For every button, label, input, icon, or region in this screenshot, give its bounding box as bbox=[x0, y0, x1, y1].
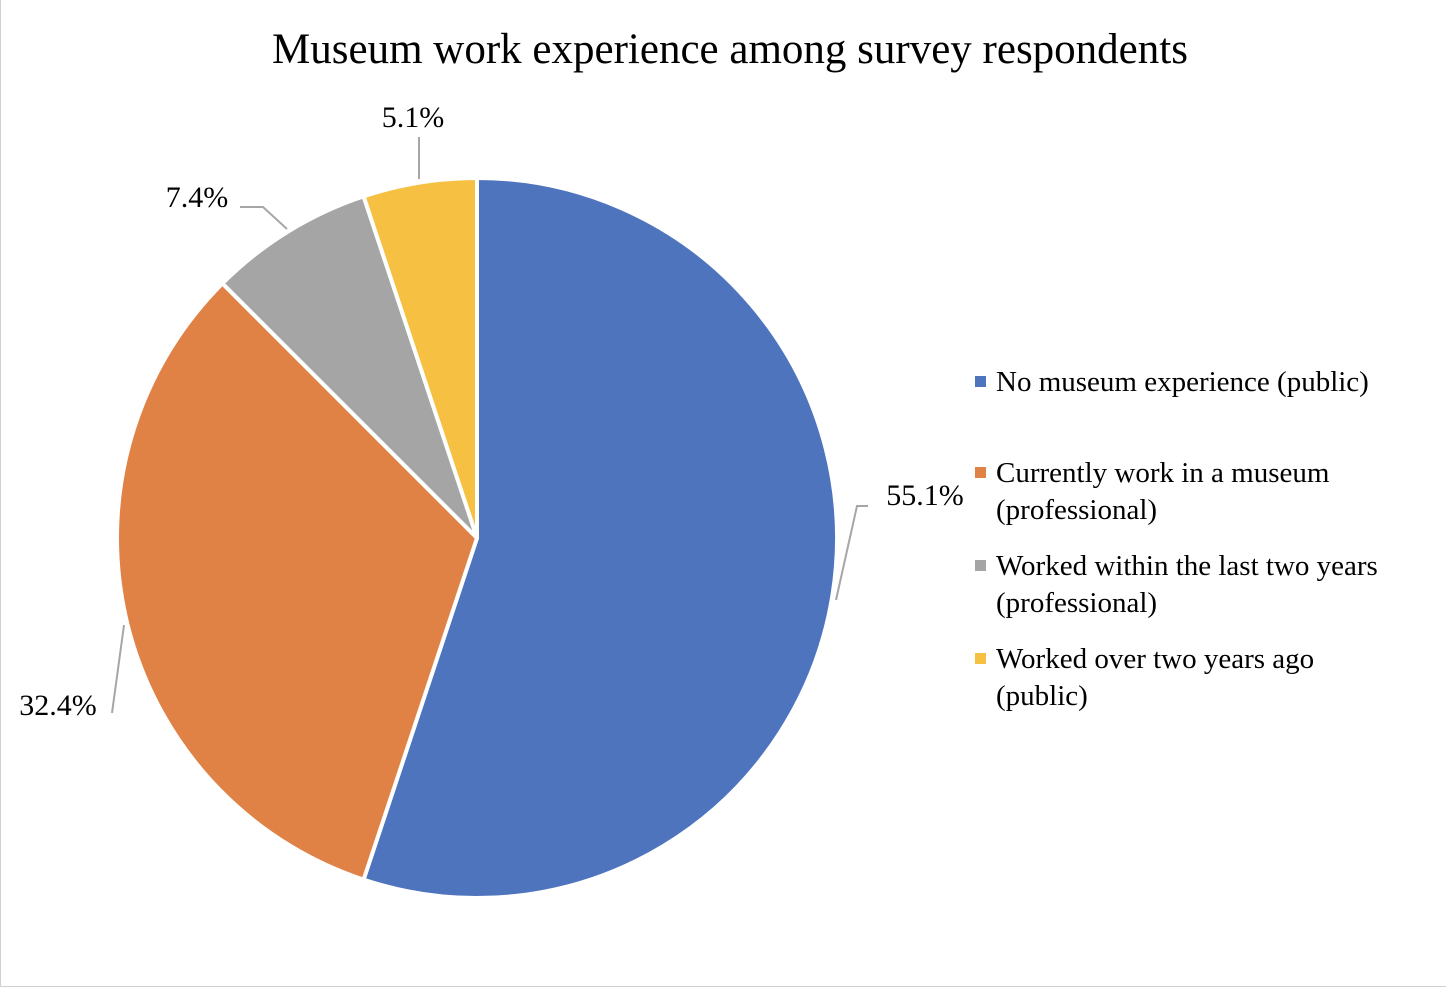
data-labels: 55.1% 32.4% 7.4% 5.1% bbox=[19, 101, 964, 722]
data-label-worked-within-the-last-two-years-professional: 7.4% bbox=[166, 181, 229, 214]
legend-swatch bbox=[975, 376, 986, 387]
pie-slice-no-museum-experience-public bbox=[361, 176, 840, 900]
data-label-currently-work-in-a-museum-professional: 32.4% bbox=[19, 689, 97, 722]
legend-item-currently-work-in-a-museum-professional: Currently work in a museum (professional) bbox=[975, 457, 1330, 526]
legend-swatch bbox=[975, 467, 986, 478]
pie-slice-worked-over-two-years-ago-public bbox=[361, 176, 479, 540]
legend-item-no-museum-experience-public: No museum experience (public) bbox=[975, 366, 1369, 398]
legend-item-worked-over-two-years-ago-public: Worked over two years ago (public) bbox=[975, 643, 1314, 712]
pie-slice-currently-work-in-a-museum-professional bbox=[115, 281, 479, 882]
legend-label: (professional) bbox=[996, 494, 1157, 526]
data-label-worked-over-two-years-ago-public: 5.1% bbox=[382, 101, 445, 134]
leader-line-worked-within-the-last-two-years-professional bbox=[240, 206, 288, 230]
legend-swatch bbox=[975, 560, 986, 571]
legend-label: Worked over two years ago bbox=[996, 643, 1314, 675]
pie-slices bbox=[115, 176, 840, 900]
legend-label: Currently work in a museum bbox=[996, 457, 1330, 489]
data-label-no-museum-experience-public: 55.1% bbox=[886, 479, 964, 512]
legend-swatch bbox=[975, 653, 986, 664]
leader-lines bbox=[111, 137, 868, 714]
leader-line-no-museum-experience-public bbox=[835, 505, 868, 601]
chart-title: Museum work experience among survey resp… bbox=[272, 26, 1188, 73]
legend-label: (public) bbox=[996, 680, 1088, 712]
legend: No museum experience (public) Currently w… bbox=[975, 366, 1378, 712]
legend-label: (professional) bbox=[996, 587, 1157, 619]
legend-item-worked-within-the-last-two-years-professional: Worked within the last two years (profess… bbox=[975, 550, 1378, 619]
leader-line-currently-work-in-a-museum-professional bbox=[111, 624, 125, 714]
pie-slice-worked-within-the-last-two-years-professional bbox=[220, 194, 479, 540]
legend-label: No museum experience (public) bbox=[996, 366, 1369, 398]
legend-label: Worked within the last two years bbox=[996, 550, 1378, 582]
